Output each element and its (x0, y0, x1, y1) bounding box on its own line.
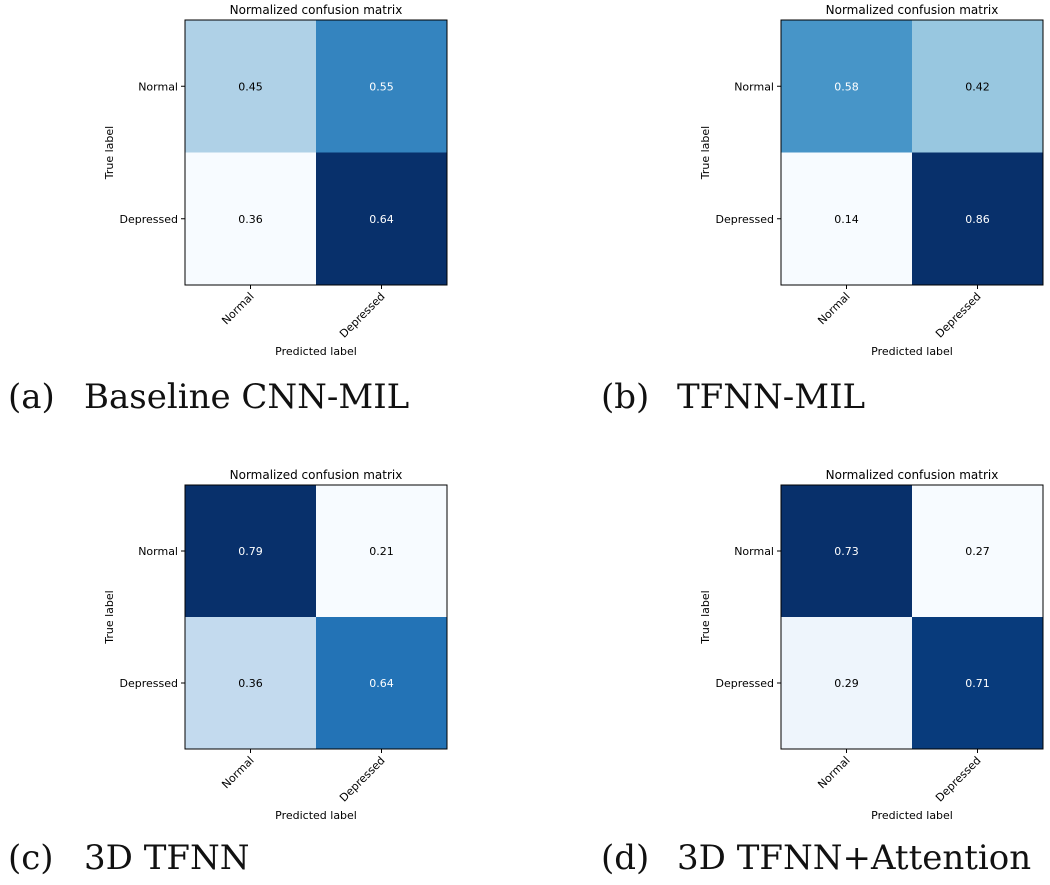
cell-a-1-0 (185, 152, 316, 285)
caption-c: (c) 3D TFNN (8, 838, 249, 878)
y-axis-label-a: True label (103, 126, 116, 180)
x-tick-label-c-0: Normal (219, 754, 256, 791)
cell-b-1-0 (781, 152, 912, 285)
plot-frame-b (780, 19, 1044, 286)
x-axis-label-a: Predicted label (275, 345, 357, 358)
y-axis-label-b: True label (699, 126, 712, 180)
x-axis-label-b: Predicted label (871, 345, 953, 358)
cell-label-d-0-1: 0.27 (965, 545, 990, 558)
cell-label-a-1-1: 0.64 (369, 213, 394, 226)
cell-d-1-1 (912, 617, 1043, 749)
confusion-matrix-panel-a: 0.45 0.55 0.36 0.64 Normalized confusion mat… (0, 0, 525, 442)
plot-frame-a (184, 19, 448, 286)
y-tick-label-a-0: Normal (138, 80, 178, 93)
cell-label-c-1-1: 0.64 (369, 677, 394, 690)
cell-label-c-0-0: 0.79 (238, 545, 263, 558)
y-tick-label-d-0: Normal (734, 545, 774, 558)
cell-label-a-0-1: 0.55 (369, 80, 394, 93)
chart-title-a: Normalized confusion matrix (230, 3, 403, 17)
x-axis-label-c: Predicted label (275, 809, 357, 822)
caption-c-letter: (c) (8, 838, 54, 878)
caption-d-text: 3D TFNN+Attention (677, 838, 1032, 878)
confusion-matrix-panel-c: 0.79 0.21 0.36 0.64 Normalized confusion mat… (0, 443, 525, 885)
y-tick-label-b-0: Normal (734, 80, 774, 93)
heatmap-svg-d: 0.73 0.27 0.29 0.71 Normalized confusion mat… (699, 468, 1044, 822)
heatmap-svg-a: 0.45 0.55 0.36 0.64 Normalized confusion mat… (103, 3, 448, 358)
x-tick-label-b-0: Normal (815, 290, 852, 327)
chart-title-d: Normalized confusion matrix (826, 468, 999, 482)
confusion-matrix-panel-d: 0.73 0.27 0.29 0.71 Normalized confusion mat… (525, 443, 1050, 885)
confusion-matrix-panel-b: 0.58 0.42 0.14 0.86 Normalized confusion mat… (525, 0, 1050, 442)
caption-d-letter: (d) (601, 838, 650, 878)
cell-a-1-1 (316, 152, 447, 285)
cell-label-a-0-0: 0.45 (238, 80, 263, 93)
cell-a-0-1 (316, 20, 447, 153)
x-tick-label-d-0: Normal (815, 754, 852, 791)
y-tick-label-a-1: Depressed (120, 213, 178, 226)
cell-label-d-1-0: 0.29 (834, 677, 859, 690)
cell-d-0-0 (781, 485, 912, 617)
y-tick-label-c-1: Depressed (120, 677, 178, 690)
y-axis-label-d: True label (699, 590, 712, 644)
x-tick-label-a-0: Normal (219, 290, 256, 327)
cell-d-1-0 (781, 617, 912, 749)
cell-b-0-0 (781, 20, 912, 153)
cell-a-0-0 (185, 20, 316, 153)
caption-b-text: TFNN-MIL (677, 377, 866, 417)
caption-a-letter: (a) (8, 377, 55, 417)
caption-b-letter: (b) (601, 377, 650, 417)
x-tick-label-b-1: Depressed (933, 290, 984, 341)
x-tick-label-d-1: Depressed (933, 754, 984, 805)
cell-b-0-1 (912, 20, 1043, 153)
caption-a: (a) Baseline CNN-MIL (8, 377, 409, 417)
x-tick-label-c-1: Depressed (337, 754, 388, 805)
x-tick-label-a-1: Depressed (337, 290, 388, 341)
cell-label-c-1-0: 0.36 (238, 677, 263, 690)
plot-frame-c (184, 484, 448, 750)
cell-label-a-1-0: 0.36 (238, 213, 263, 226)
cell-label-d-1-1: 0.71 (965, 677, 990, 690)
y-axis-label-c: True label (103, 590, 116, 644)
chart-title-b: Normalized confusion matrix (826, 3, 999, 17)
plot-frame-d (780, 484, 1044, 750)
cell-label-d-0-0: 0.73 (834, 545, 859, 558)
y-tick-label-d-1: Depressed (716, 677, 774, 690)
cell-label-b-0-0: 0.58 (834, 80, 859, 93)
caption-b: (b) TFNN-MIL (601, 377, 865, 417)
chart-title-c: Normalized confusion matrix (230, 468, 403, 482)
cell-b-1-1 (912, 152, 1043, 285)
heatmap-svg-b: 0.58 0.42 0.14 0.86 Normalized confusion mat… (699, 3, 1044, 358)
cell-c-1-0 (185, 617, 316, 749)
y-tick-label-b-1: Depressed (716, 213, 774, 226)
cell-c-1-1 (316, 617, 447, 749)
cell-c-0-0 (185, 485, 316, 617)
x-axis-label-d: Predicted label (871, 809, 953, 822)
cell-c-0-1 (316, 485, 447, 617)
caption-d: (d) 3D TFNN+Attention (601, 838, 1031, 878)
y-tick-label-c-0: Normal (138, 545, 178, 558)
heatmap-svg-c: 0.79 0.21 0.36 0.64 Normalized confusion mat… (103, 468, 448, 822)
cell-label-b-1-0: 0.14 (834, 213, 859, 226)
cell-label-b-1-1: 0.86 (965, 213, 990, 226)
cell-d-0-1 (912, 485, 1043, 617)
cell-label-c-0-1: 0.21 (369, 545, 394, 558)
caption-c-text: 3D TFNN (84, 838, 250, 878)
cell-label-b-0-1: 0.42 (965, 80, 990, 93)
caption-a-text: Baseline CNN-MIL (84, 377, 410, 417)
